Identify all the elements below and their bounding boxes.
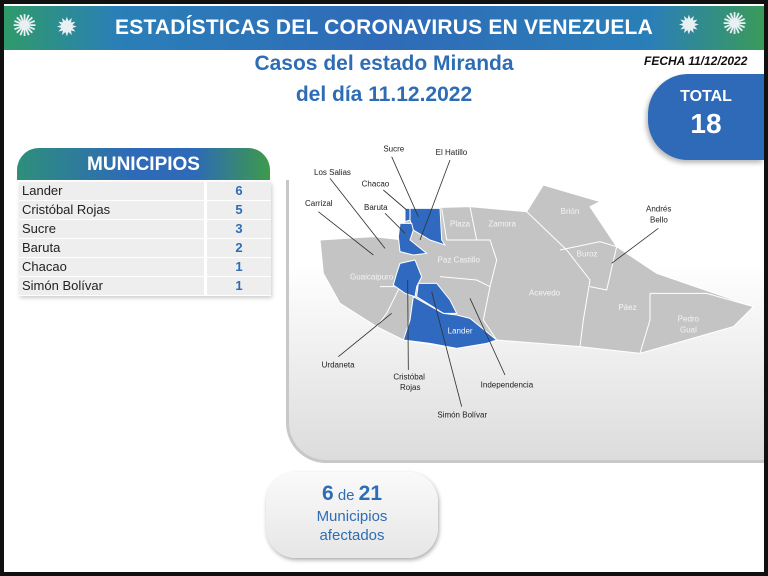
label-independencia: Independencia xyxy=(481,380,534,389)
map-region-chacao xyxy=(404,207,411,223)
label-guaicaipuro: Guaicaipuro xyxy=(350,272,394,281)
table-row: Baruta 2 xyxy=(19,239,271,257)
label-brion: Brión xyxy=(561,207,580,216)
map-region-simon-bolivar xyxy=(416,282,458,314)
label-cristobal-rojas: Cristóbal xyxy=(393,372,425,381)
affected-count: 6 xyxy=(321,482,334,505)
virus-icon: ✹ xyxy=(56,12,78,42)
municipio-name: Simón Bolívar xyxy=(19,277,204,295)
map-region-sucre xyxy=(409,207,447,246)
scrollbar[interactable] xyxy=(756,146,761,160)
label-chacao: Chacao xyxy=(362,180,390,189)
label-plaza: Plaza xyxy=(450,220,471,229)
subtitle-line1: Casos del estado Miranda xyxy=(254,52,514,75)
municipio-cases: 2 xyxy=(207,239,271,257)
label-andres-bello: Andrés xyxy=(646,205,671,214)
label-carrizal: Carrizal xyxy=(305,199,333,208)
virus-icon: ✺ xyxy=(12,10,38,43)
label-baruta: Baruta xyxy=(364,203,388,212)
label-lander: Lander xyxy=(448,326,473,335)
total-municipios: 21 xyxy=(358,482,383,505)
municipio-name: Chacao xyxy=(19,258,204,276)
total-value: 18 xyxy=(690,108,722,139)
total-label: TOTAL xyxy=(680,88,732,105)
label-cristobal-rojas: Rojas xyxy=(400,383,420,392)
label-andres-bello: Bello xyxy=(650,215,668,224)
map-region-lander xyxy=(402,295,498,349)
municipios-header: MUNICIPIOS xyxy=(17,148,270,180)
label-zamora: Zamora xyxy=(488,220,516,229)
label-paz-castillo: Paz Castillo xyxy=(438,256,481,265)
label-buroz: Buroz xyxy=(577,250,598,259)
virus-icon: ✺ xyxy=(722,8,748,41)
infographic: ✺ ✹ ESTADÍSTICAS DEL CORONAVIRUS EN VENE… xyxy=(4,4,764,572)
summary-box: 6 de 21 Municipios afectados xyxy=(266,472,438,558)
date-label: FECHA 11/12/2022 xyxy=(644,54,748,68)
municipio-name: Baruta xyxy=(19,239,204,257)
label-los-salias: Los Salias xyxy=(314,168,351,177)
municipio-cases: 1 xyxy=(207,258,271,276)
total-box: TOTAL 18 xyxy=(648,74,764,160)
municipio-name: Sucre xyxy=(19,220,204,238)
table-row: Chacao 1 xyxy=(19,258,271,276)
header-banner: ✺ ✹ ESTADÍSTICAS DEL CORONAVIRUS EN VENE… xyxy=(4,6,764,50)
label-sucre: Sucre xyxy=(383,145,404,154)
subtitle-line2: del día 11.12.2022 xyxy=(295,83,473,106)
label-pedro-gual: Pedro xyxy=(678,315,700,324)
municipio-cases: 1 xyxy=(207,277,271,295)
municipio-name: Lander xyxy=(19,182,204,200)
virus-icon: ✹ xyxy=(678,10,700,40)
label-urdaneta: Urdaneta xyxy=(322,361,355,370)
label-paez: Páez xyxy=(618,303,636,312)
table-row: Cristóbal Rojas 5 xyxy=(19,201,271,219)
table-row: Lander 6 xyxy=(19,182,271,200)
municipio-cases: 5 xyxy=(207,201,271,219)
municipios-table: Lander 6 Cristóbal Rojas 5 Sucre 3 Baruta 2 … xyxy=(19,182,271,296)
municipio-cases: 3 xyxy=(207,220,271,238)
label-pedro-gual: Gual xyxy=(680,325,697,334)
summary-line2: Municipios xyxy=(316,508,388,525)
map-region-cristobal-rojas xyxy=(392,259,423,298)
table-row: Simón Bolívar 1 xyxy=(19,277,271,295)
table-row: Sucre 3 xyxy=(19,220,271,238)
connector: de xyxy=(337,487,355,504)
header-title: ESTADÍSTICAS DEL CORONAVIRUS EN VENEZUEL… xyxy=(115,16,653,39)
miranda-map: Sucre El Hatillo Los Salias Chacao Carri… xyxy=(305,145,755,420)
municipio-name: Cristóbal Rojas xyxy=(19,201,204,219)
label-el-hatillo: El Hatillo xyxy=(436,148,468,157)
leader-lines xyxy=(318,156,659,407)
municipio-cases: 6 xyxy=(207,182,271,200)
map-region-baruta xyxy=(397,222,428,256)
label-simon-bolivar: Simón Bolívar xyxy=(437,411,487,420)
label-acevedo: Acevedo xyxy=(529,289,561,298)
summary-line3: afectados xyxy=(319,527,385,544)
